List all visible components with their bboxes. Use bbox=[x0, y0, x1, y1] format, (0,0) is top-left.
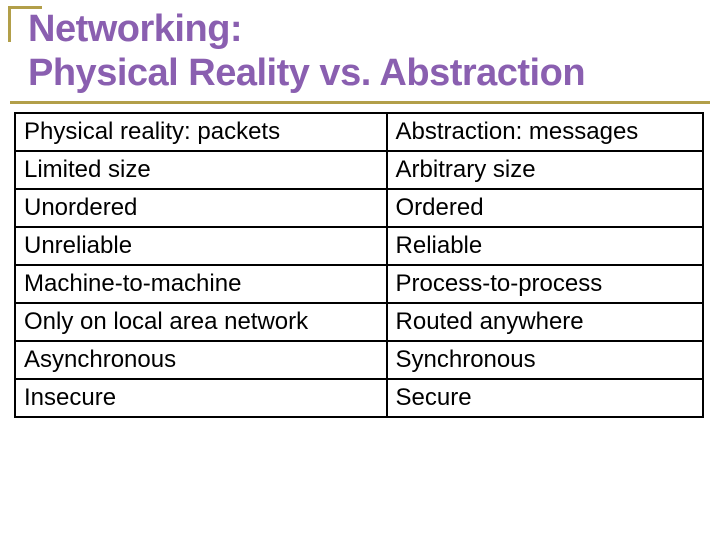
col-header-left: Physical reality: packets bbox=[15, 113, 387, 151]
cell-left: Asynchronous bbox=[15, 341, 387, 379]
slide-title: Networking: Physical Reality vs. Abstrac… bbox=[28, 8, 710, 95]
title-line-2: Physical Reality vs. Abstraction bbox=[28, 52, 585, 94]
cell-right: Process-to-process bbox=[387, 265, 703, 303]
cell-left: Insecure bbox=[15, 379, 387, 417]
table-row: Insecure Secure bbox=[15, 379, 703, 417]
title-line-1: Networking: bbox=[28, 8, 242, 50]
cell-right: Arbitrary size bbox=[387, 151, 703, 189]
table-row: Unordered Ordered bbox=[15, 189, 703, 227]
cell-right: Routed anywhere bbox=[387, 303, 703, 341]
cell-left: Limited size bbox=[15, 151, 387, 189]
cell-left: Machine-to-machine bbox=[15, 265, 387, 303]
cell-left: Unordered bbox=[15, 189, 387, 227]
table-row: Machine-to-machine Process-to-process bbox=[15, 265, 703, 303]
cell-right: Secure bbox=[387, 379, 703, 417]
decorative-corner bbox=[8, 6, 42, 42]
table-row: Unreliable Reliable bbox=[15, 227, 703, 265]
title-region: Networking: Physical Reality vs. Abstrac… bbox=[10, 8, 710, 104]
col-header-right: Abstraction: messages bbox=[387, 113, 703, 151]
cell-left: Only on local area network bbox=[15, 303, 387, 341]
table-row: Asynchronous Synchronous bbox=[15, 341, 703, 379]
cell-right: Ordered bbox=[387, 189, 703, 227]
table-row: Limited size Arbitrary size bbox=[15, 151, 703, 189]
cell-left: Unreliable bbox=[15, 227, 387, 265]
cell-right: Synchronous bbox=[387, 341, 703, 379]
table-row: Only on local area network Routed anywhe… bbox=[15, 303, 703, 341]
cell-right: Reliable bbox=[387, 227, 703, 265]
table-header-row: Physical reality: packets Abstraction: m… bbox=[15, 113, 703, 151]
comparison-table: Physical reality: packets Abstraction: m… bbox=[14, 112, 704, 418]
